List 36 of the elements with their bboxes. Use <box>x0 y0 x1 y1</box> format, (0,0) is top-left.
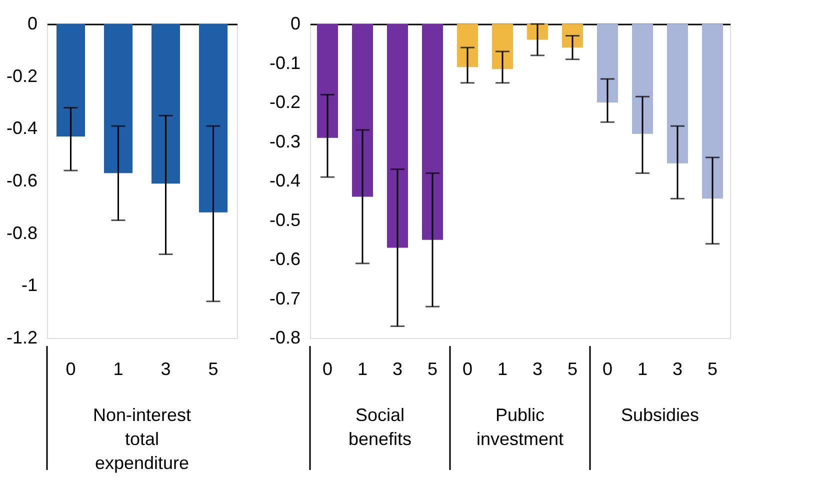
x-tick-label: 0 <box>602 359 613 379</box>
x-tick-label: 0 <box>462 359 473 379</box>
text: Subsidies <box>620 405 700 425</box>
x-tick-label: 1 <box>357 359 368 379</box>
x-tick-label: 5 <box>707 359 718 379</box>
x-tick-label: 5 <box>567 359 578 379</box>
y-tick-label: -0.5 <box>269 210 300 230</box>
text: Public investment <box>476 405 564 449</box>
y-tick-label: -0.4 <box>269 170 300 190</box>
y-tick-label: -0.8 <box>6 222 38 243</box>
x-tick-label: 1 <box>113 359 124 379</box>
x-tick-label: 0 <box>66 359 76 379</box>
y-tick-label: -0.8 <box>269 328 300 348</box>
y-tick-label: 0 <box>290 14 300 34</box>
x-tick-label: 3 <box>160 359 171 379</box>
y-tick-label: -0.2 <box>269 92 300 112</box>
x-tick-label: 3 <box>392 359 403 379</box>
y-tick-label: -0.6 <box>6 170 38 190</box>
y-tick-label: -0.2 <box>6 66 38 86</box>
y-tick-label: -0.1 <box>269 52 300 73</box>
text: Social benefits <box>348 405 412 449</box>
y-tick-label: 0 <box>27 14 38 34</box>
x-tick-label: 5 <box>208 359 218 379</box>
y-tick-label: -0.7 <box>269 288 300 308</box>
x-tick-label: 5 <box>427 359 438 379</box>
x-tick-label: 3 <box>532 359 543 379</box>
x-tick-label: 3 <box>672 359 683 379</box>
y-tick-label: -0.4 <box>6 118 38 138</box>
y-tick-label: -0.3 <box>269 131 300 152</box>
x-tick-label: 0 <box>322 359 333 379</box>
y-tick-label: -1 <box>21 275 38 296</box>
text: Non-interest total expenditure <box>92 405 192 473</box>
x-tick-label: 1 <box>637 359 648 379</box>
y-tick-label: -0.6 <box>269 249 300 269</box>
x-tick-label: 1 <box>497 359 508 379</box>
y-tick-label: -1.2 <box>6 328 38 348</box>
